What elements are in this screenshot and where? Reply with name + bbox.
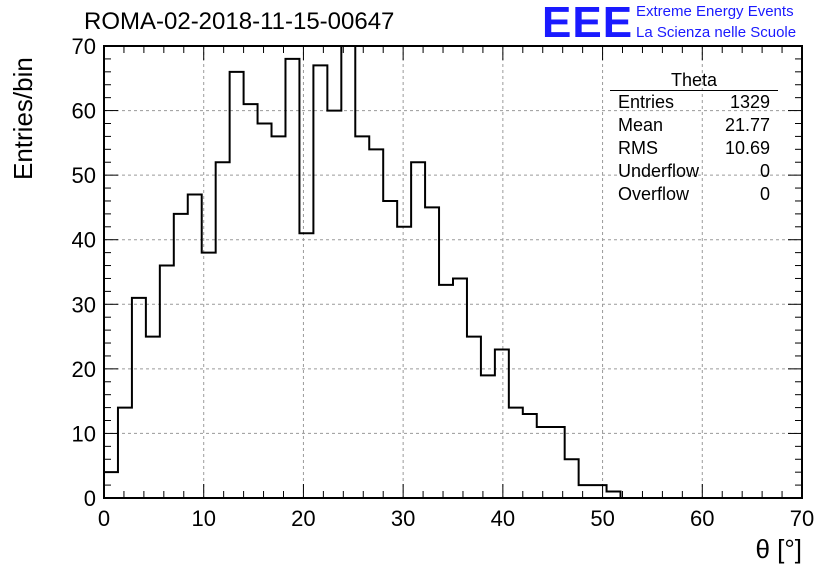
histogram-bin [579, 485, 593, 498]
histogram-bin [118, 408, 132, 498]
histogram-bin [160, 266, 174, 498]
histogram-bin [411, 162, 425, 498]
x-tick-label: 40 [491, 506, 515, 531]
histogram-bin [272, 136, 286, 498]
stats-row-overflow: Overflow 0 [610, 183, 778, 206]
stats-box: Theta Entries 1329 Mean 21.77 RMS 10.69 … [610, 70, 778, 206]
stats-value: 1329 [729, 92, 770, 112]
histogram-bin [174, 214, 188, 498]
y-tick-label: 70 [72, 34, 96, 59]
histogram-bin [523, 414, 537, 498]
histogram-bin [593, 485, 607, 498]
eee-tagline-1: Extreme Energy Events [636, 3, 794, 20]
y-tick-label: 40 [72, 228, 96, 253]
y-tick-label: 60 [72, 99, 96, 124]
histogram-bin [551, 427, 565, 498]
stats-row-rms: RMS 10.69 [610, 137, 778, 160]
x-tick-label: 0 [98, 506, 110, 531]
histogram-bin [383, 201, 397, 498]
y-axis-label: Entries/bin [8, 57, 38, 180]
y-tick-label: 30 [72, 292, 96, 317]
histogram-bin [495, 349, 509, 498]
histogram-bin [537, 427, 551, 498]
histogram-bin [355, 136, 369, 498]
x-tick-label: 70 [790, 506, 814, 531]
histogram-bin [369, 149, 383, 498]
y-tick-label: 10 [72, 421, 96, 446]
stats-value: 0 [759, 184, 770, 204]
histogram-bin [258, 123, 272, 498]
eee-tagline-2: La Scienza nelle Scuole [636, 24, 797, 41]
x-tick-label: 10 [191, 506, 215, 531]
stats-label: Mean [618, 115, 664, 135]
stats-row-underflow: Underflow 0 [610, 160, 778, 183]
histogram-bin [565, 459, 579, 498]
histogram-bin [285, 59, 299, 498]
histogram-bin [146, 337, 160, 498]
histogram-bin [467, 337, 481, 498]
x-tick-label: 50 [590, 506, 614, 531]
stats-value: 21.77 [724, 115, 770, 135]
stats-title: Theta [610, 70, 778, 91]
histogram-bin [481, 375, 495, 498]
stats-row-mean: Mean 21.77 [610, 114, 778, 137]
y-tick-label: 0 [84, 486, 96, 511]
plot-frame [103, 45, 803, 499]
stats-label: Entries [618, 92, 675, 112]
stats-label: Underflow [618, 161, 700, 181]
eee-logo: EEE [542, 0, 634, 47]
histogram-bin [299, 233, 313, 498]
histogram-bin [439, 285, 453, 498]
y-tick-label: 50 [72, 163, 96, 188]
chart-title: ROMA-02-2018-11-15-00647 [84, 8, 395, 35]
stats-row-entries: Entries 1329 [610, 91, 778, 114]
x-tick-label: 30 [391, 506, 415, 531]
histogram-bin [216, 162, 230, 498]
y-tick-label: 20 [72, 357, 96, 382]
histogram-line [104, 45, 802, 499]
stats-label: Overflow [618, 184, 690, 204]
histogram-bin [509, 408, 523, 498]
stats-label: RMS [618, 138, 658, 158]
histogram-bin [244, 104, 258, 498]
stats-value: 0 [759, 161, 770, 181]
histogram-bin [230, 72, 244, 498]
histogram-bin [425, 207, 439, 498]
x-tick-label: 60 [690, 506, 714, 531]
histogram-bin [453, 278, 467, 498]
stats-value: 10.69 [724, 138, 770, 158]
histogram-bin [132, 298, 146, 498]
histogram-bin [397, 227, 411, 498]
x-tick-label: 20 [291, 506, 315, 531]
x-axis-label: θ [°] [755, 534, 802, 564]
histogram-bin [341, 46, 355, 498]
